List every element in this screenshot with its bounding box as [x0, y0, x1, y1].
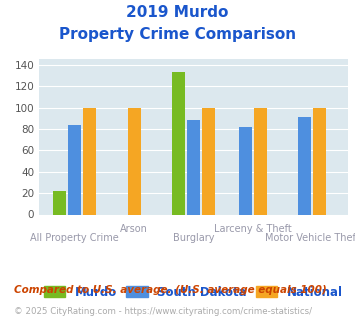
Text: Motor Vehicle Theft: Motor Vehicle Theft	[265, 233, 355, 243]
Text: Compared to U.S. average. (U.S. average equals 100): Compared to U.S. average. (U.S. average …	[14, 285, 327, 295]
Legend: Murdo, South Dakota, National: Murdo, South Dakota, National	[44, 285, 343, 299]
Bar	[172, 72, 185, 214]
Bar	[313, 108, 326, 214]
Bar	[83, 108, 96, 214]
Text: Larceny & Theft: Larceny & Theft	[214, 224, 292, 234]
Bar	[254, 108, 267, 214]
Bar	[127, 108, 141, 214]
Text: 2019 Murdo: 2019 Murdo	[126, 5, 229, 20]
Bar	[187, 120, 200, 214]
Text: Burglary: Burglary	[173, 233, 214, 243]
Bar	[68, 125, 81, 214]
Bar	[53, 191, 66, 214]
Text: Property Crime Comparison: Property Crime Comparison	[59, 27, 296, 42]
Bar	[239, 127, 252, 214]
Text: © 2025 CityRating.com - https://www.cityrating.com/crime-statistics/: © 2025 CityRating.com - https://www.city…	[14, 307, 312, 316]
Bar	[298, 117, 311, 214]
Bar	[202, 108, 215, 214]
Text: Arson: Arson	[120, 224, 148, 234]
Text: All Property Crime: All Property Crime	[30, 233, 119, 243]
